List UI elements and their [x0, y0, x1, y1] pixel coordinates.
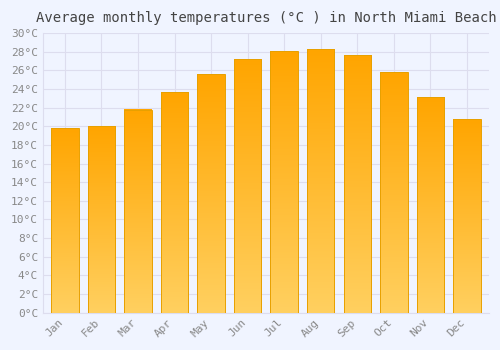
Bar: [161, 92, 188, 313]
Bar: [198, 74, 225, 313]
Bar: [307, 49, 334, 313]
Bar: [270, 51, 298, 313]
Title: Average monthly temperatures (°C ) in North Miami Beach: Average monthly temperatures (°C ) in No…: [36, 11, 496, 25]
Bar: [88, 126, 115, 313]
Bar: [454, 119, 480, 313]
Bar: [380, 72, 407, 313]
Bar: [234, 59, 262, 313]
Bar: [344, 55, 371, 313]
Bar: [124, 110, 152, 313]
Bar: [416, 98, 444, 313]
Bar: [51, 128, 78, 313]
